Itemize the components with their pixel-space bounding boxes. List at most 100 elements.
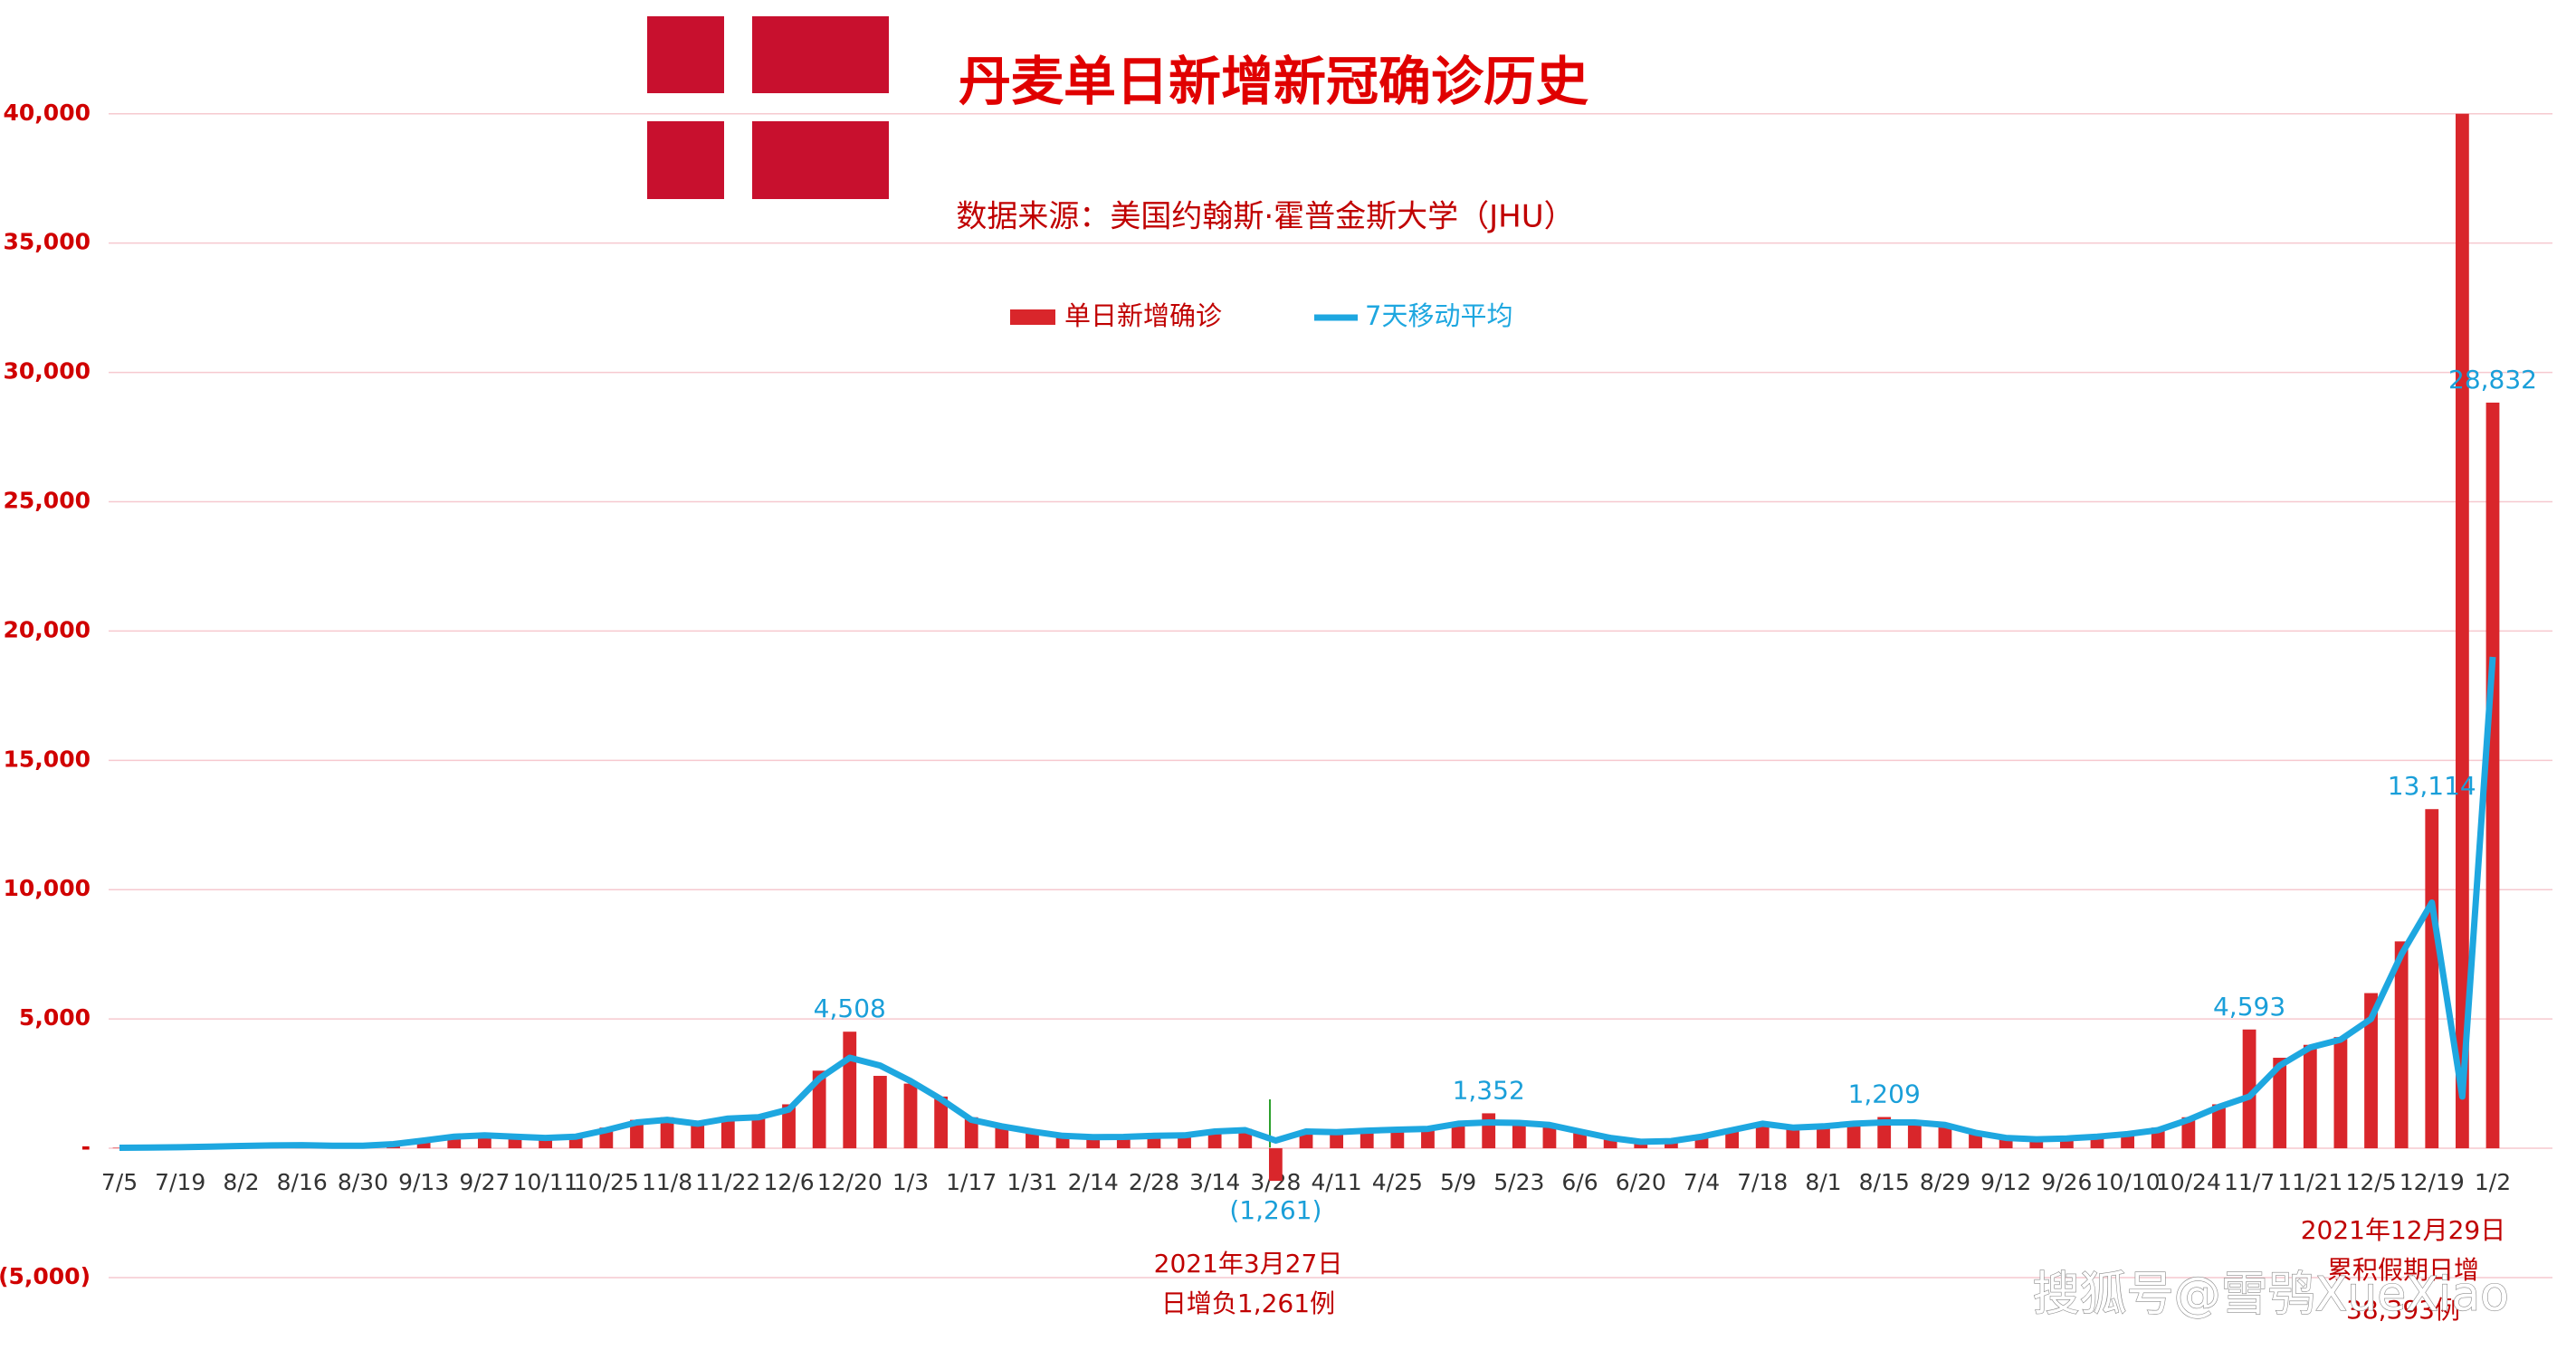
x-tick-label: 1/17 bbox=[946, 1169, 997, 1195]
bar bbox=[1573, 1132, 1587, 1149]
bar bbox=[660, 1117, 674, 1149]
bar bbox=[1969, 1132, 1982, 1149]
annotation: 2021年3月27日 bbox=[1154, 1249, 1343, 1279]
bar bbox=[812, 1070, 826, 1149]
bar bbox=[843, 1032, 857, 1149]
x-tick-label: 12/19 bbox=[2399, 1169, 2465, 1195]
data-label: (1,261) bbox=[1229, 1195, 1321, 1225]
bar bbox=[2485, 402, 2500, 1149]
flag-part bbox=[752, 121, 889, 199]
data-label: 1,352 bbox=[1453, 1075, 1525, 1105]
x-tick-label: 9/12 bbox=[1980, 1169, 2031, 1195]
x-tick-label: 6/6 bbox=[1561, 1169, 1598, 1195]
y-tick-label: - bbox=[81, 1134, 91, 1160]
bar bbox=[1268, 1148, 1283, 1182]
y-tick-label: 20,000 bbox=[4, 616, 91, 642]
data-label: 4,508 bbox=[814, 993, 886, 1023]
x-tick-label: 9/27 bbox=[459, 1169, 510, 1195]
x-tick-label: 1/3 bbox=[892, 1169, 929, 1195]
bar bbox=[2364, 993, 2378, 1149]
bar bbox=[2303, 1044, 2317, 1149]
bar bbox=[1482, 1113, 1496, 1149]
bar bbox=[1634, 1141, 1648, 1149]
x-tick-label: 1/31 bbox=[1007, 1169, 1057, 1195]
x-tick-label: 12/6 bbox=[763, 1169, 814, 1195]
watermark: 搜狐号@雪鸮XueXiao bbox=[2033, 1268, 2509, 1322]
x-tick-label: 11/7 bbox=[2224, 1169, 2275, 1195]
bar bbox=[1938, 1125, 1952, 1149]
bar bbox=[2273, 1058, 2287, 1149]
bar bbox=[1664, 1140, 1678, 1149]
data-label: 28,832 bbox=[2448, 365, 2537, 395]
x-tick-label: 9/26 bbox=[2041, 1169, 2092, 1195]
annotation: 38,393例 bbox=[2346, 1295, 2460, 1325]
x-tick-label: 5/23 bbox=[1493, 1169, 1544, 1195]
bar bbox=[112, 1147, 127, 1149]
bar bbox=[1786, 1127, 1800, 1149]
x-tick-label: 7/19 bbox=[155, 1169, 205, 1195]
bar bbox=[782, 1104, 796, 1149]
x-tick-label: 9/13 bbox=[398, 1169, 449, 1195]
bar bbox=[964, 1117, 978, 1149]
bar bbox=[2394, 941, 2409, 1149]
bar bbox=[2242, 1029, 2256, 1149]
bar bbox=[1846, 1122, 1861, 1149]
data-label: 1,209 bbox=[1848, 1079, 1921, 1109]
x-tick-label: 10/10 bbox=[2095, 1169, 2161, 1195]
data-label: 13,114 bbox=[2388, 771, 2476, 801]
x-tick-label: 11/8 bbox=[642, 1169, 692, 1195]
y-tick-label: 15,000 bbox=[4, 746, 91, 772]
bar bbox=[630, 1119, 644, 1149]
moving-average-line bbox=[119, 656, 2496, 1151]
legend: 单日新增确诊 7天移动平均 bbox=[1010, 300, 1512, 331]
bar bbox=[1390, 1128, 1405, 1149]
annotation: 2021年12月29日 bbox=[2301, 1215, 2506, 1245]
flag-part bbox=[752, 16, 889, 93]
bar bbox=[1725, 1130, 1740, 1149]
flag-part bbox=[647, 121, 724, 199]
bar bbox=[2425, 809, 2439, 1149]
y-tick-label: 40,000 bbox=[4, 100, 91, 126]
bar bbox=[1451, 1122, 1465, 1149]
x-tick-label: 8/30 bbox=[338, 1169, 388, 1195]
y-tick-label: 35,000 bbox=[4, 229, 91, 255]
bar bbox=[720, 1117, 735, 1149]
legend-label: 单日新增确诊 bbox=[1064, 300, 1222, 331]
x-tick-label: 4/11 bbox=[1312, 1169, 1362, 1195]
danish-flag bbox=[647, 16, 889, 199]
bar bbox=[2455, 113, 2469, 1149]
x-tick-label: 2/14 bbox=[1068, 1169, 1119, 1195]
chart-title: 丹麦单日新增新冠确诊历史 bbox=[959, 51, 1589, 112]
bar bbox=[2333, 1037, 2348, 1149]
x-tick-label: 3/14 bbox=[1189, 1169, 1240, 1195]
x-tick-label: 2/28 bbox=[1129, 1169, 1179, 1195]
bar bbox=[2059, 1137, 2074, 1149]
x-tick-label: 1/2 bbox=[2475, 1169, 2511, 1195]
x-tick-label: 6/20 bbox=[1616, 1169, 1666, 1195]
bar bbox=[903, 1083, 918, 1149]
x-tick-label: 12/20 bbox=[817, 1169, 883, 1195]
y-tick-label: 10,000 bbox=[4, 875, 91, 901]
bar bbox=[691, 1122, 705, 1149]
bar bbox=[1603, 1139, 1617, 1149]
chart-subtitle: 数据来源：美国约翰斯·霍普金斯大学（JHU） bbox=[956, 199, 1574, 235]
bar bbox=[2029, 1139, 2044, 1149]
bar bbox=[1907, 1122, 1922, 1149]
bar bbox=[1421, 1127, 1435, 1149]
x-tick-label: 5/9 bbox=[1440, 1169, 1476, 1195]
bar bbox=[1817, 1125, 1830, 1149]
bar bbox=[751, 1114, 766, 1149]
y-tick-label: 5,000 bbox=[19, 1004, 91, 1031]
y-tick-label: (5,000) bbox=[0, 1263, 91, 1289]
x-tick-label: 4/25 bbox=[1372, 1169, 1423, 1195]
x-tick-label: 10/11 bbox=[513, 1169, 578, 1195]
x-tick-label: 10/25 bbox=[574, 1169, 639, 1195]
bar bbox=[1542, 1125, 1557, 1149]
x-tick-label: 10/24 bbox=[2156, 1169, 2221, 1195]
flag-part bbox=[647, 16, 724, 93]
x-tick-label: 8/16 bbox=[277, 1169, 328, 1195]
bar bbox=[1999, 1137, 2013, 1149]
bar bbox=[1330, 1131, 1344, 1149]
x-tick-label: 7/18 bbox=[1737, 1169, 1788, 1195]
